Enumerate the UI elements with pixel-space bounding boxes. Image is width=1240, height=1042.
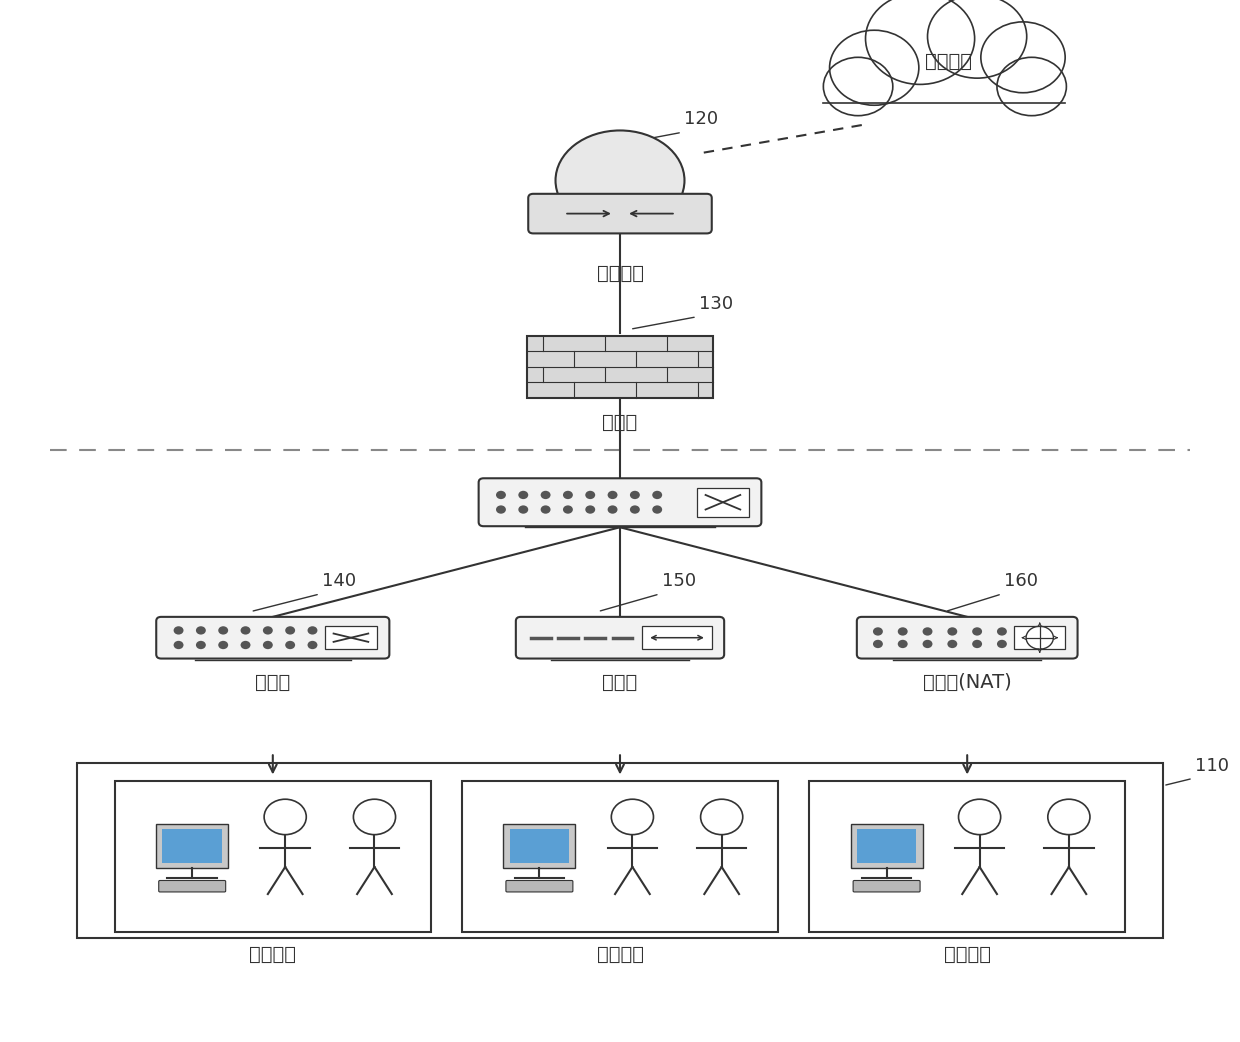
FancyBboxPatch shape [159,880,226,892]
Text: 130: 130 [699,295,734,313]
Circle shape [263,641,273,649]
Circle shape [518,491,528,499]
FancyBboxPatch shape [642,626,712,649]
Circle shape [496,505,506,514]
Circle shape [959,799,1001,835]
Circle shape [563,491,573,499]
Text: 安全网关: 安全网关 [596,264,644,282]
Text: 路由器(NAT): 路由器(NAT) [923,673,1012,692]
Circle shape [923,627,932,636]
Circle shape [608,491,618,499]
FancyBboxPatch shape [461,782,779,932]
Circle shape [196,641,206,649]
Circle shape [585,505,595,514]
FancyBboxPatch shape [697,488,749,517]
Circle shape [218,641,228,649]
Circle shape [353,799,396,835]
Circle shape [972,640,982,648]
Circle shape [898,640,908,648]
Circle shape [873,627,883,636]
Circle shape [823,57,893,116]
Circle shape [563,505,573,514]
Circle shape [196,626,206,635]
Circle shape [218,626,228,635]
Circle shape [611,799,653,835]
FancyBboxPatch shape [479,478,761,526]
FancyBboxPatch shape [857,617,1078,659]
Circle shape [866,0,975,84]
FancyBboxPatch shape [162,829,222,863]
Circle shape [630,505,640,514]
Text: 150: 150 [662,572,697,590]
Circle shape [585,491,595,499]
FancyBboxPatch shape [510,829,569,863]
FancyBboxPatch shape [810,782,1126,932]
Circle shape [652,505,662,514]
FancyBboxPatch shape [503,824,575,868]
Circle shape [873,640,883,648]
FancyBboxPatch shape [114,782,432,932]
Circle shape [1048,799,1090,835]
FancyBboxPatch shape [851,824,923,868]
Circle shape [923,640,932,648]
Circle shape [541,491,551,499]
Circle shape [264,799,306,835]
Circle shape [898,627,908,636]
FancyBboxPatch shape [857,829,916,863]
Circle shape [630,491,640,499]
Text: 160: 160 [1004,572,1038,590]
FancyBboxPatch shape [527,336,713,398]
Circle shape [947,627,957,636]
Text: 140: 140 [322,572,357,590]
FancyBboxPatch shape [853,880,920,892]
Circle shape [541,505,551,514]
Text: 客户终端: 客户终端 [249,945,296,964]
FancyBboxPatch shape [516,617,724,659]
Circle shape [928,0,1027,78]
Text: 交换机: 交换机 [255,673,290,692]
Circle shape [285,641,295,649]
Circle shape [947,640,957,648]
Text: 外部资源: 外部资源 [925,52,972,71]
FancyBboxPatch shape [506,880,573,892]
Text: 客户终端: 客户终端 [944,945,991,964]
Circle shape [652,491,662,499]
Text: 客户终端: 客户终端 [596,945,644,964]
FancyBboxPatch shape [818,65,1073,122]
Circle shape [997,627,1007,636]
Text: 防火墙: 防火墙 [603,413,637,431]
Circle shape [972,627,982,636]
Circle shape [241,626,250,635]
Text: 集线器: 集线器 [603,673,637,692]
Text: 120: 120 [684,110,719,128]
FancyBboxPatch shape [156,617,389,659]
FancyBboxPatch shape [325,626,377,649]
FancyBboxPatch shape [556,205,684,231]
Circle shape [997,57,1066,116]
Circle shape [263,626,273,635]
Circle shape [174,641,184,649]
FancyBboxPatch shape [156,824,228,868]
Text: 110: 110 [1195,758,1229,775]
FancyBboxPatch shape [528,194,712,233]
Circle shape [241,641,250,649]
Circle shape [308,626,317,635]
Circle shape [701,799,743,835]
Circle shape [174,626,184,635]
Circle shape [308,641,317,649]
Circle shape [830,30,919,105]
Circle shape [496,491,506,499]
FancyBboxPatch shape [1014,626,1065,649]
Circle shape [518,505,528,514]
Circle shape [285,626,295,635]
Circle shape [608,505,618,514]
Ellipse shape [556,130,684,230]
Circle shape [981,22,1065,93]
Circle shape [997,640,1007,648]
